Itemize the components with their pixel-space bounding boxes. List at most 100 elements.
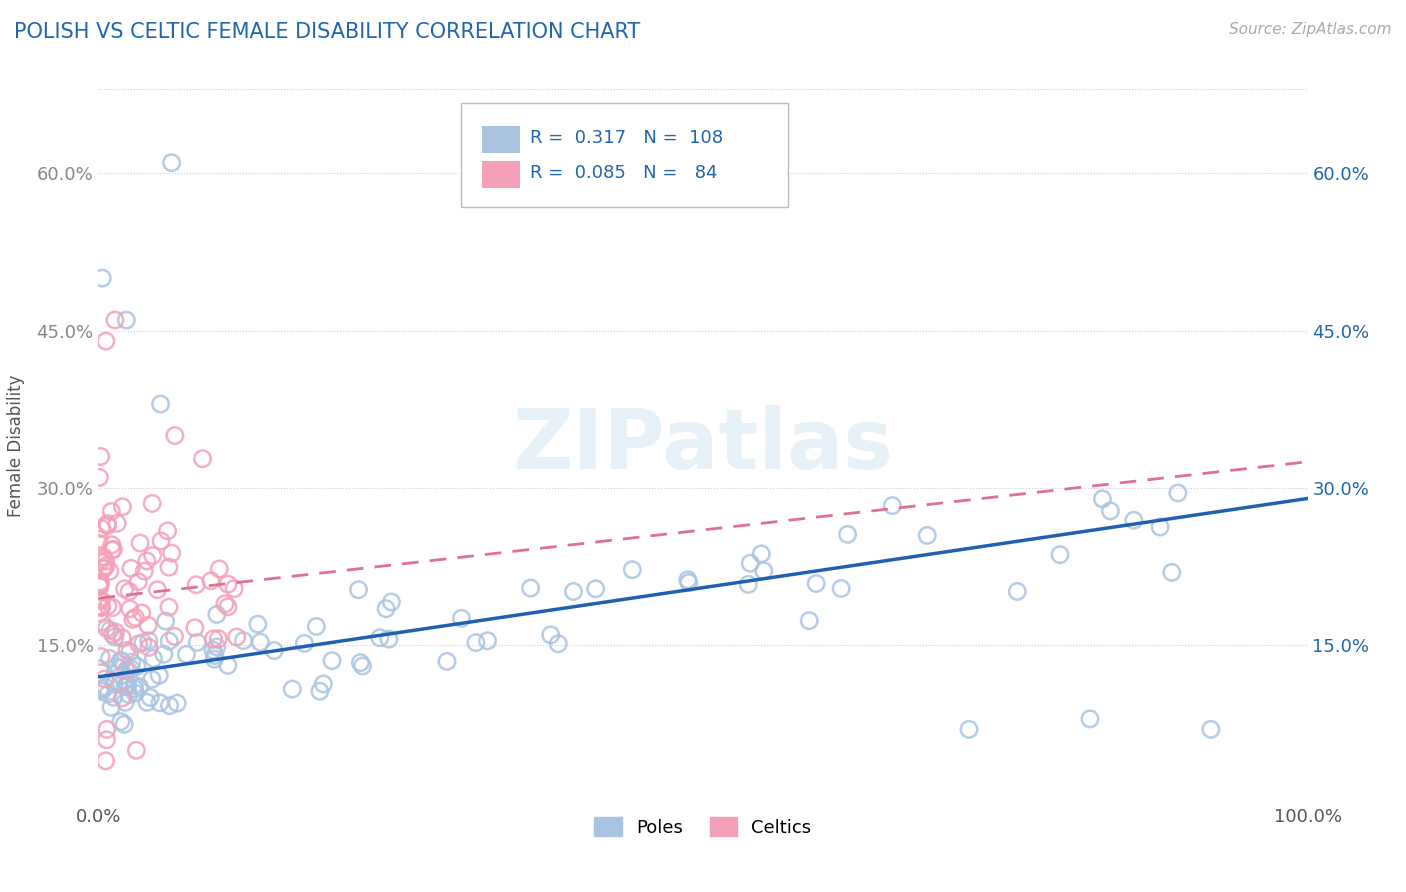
Point xyxy=(292,636,315,650)
Point xyxy=(96,732,118,747)
Point xyxy=(225,630,247,644)
Point xyxy=(1049,548,1071,562)
Point xyxy=(176,648,198,662)
Point xyxy=(321,654,343,668)
Point xyxy=(163,428,186,442)
Point xyxy=(89,579,111,593)
Point xyxy=(89,578,111,592)
Point xyxy=(91,271,114,285)
Point xyxy=(96,621,118,635)
Point xyxy=(186,578,208,592)
Point xyxy=(125,659,148,673)
Point xyxy=(115,313,138,327)
Point xyxy=(89,580,111,594)
Point xyxy=(149,696,172,710)
Point xyxy=(90,684,112,698)
Point xyxy=(122,612,145,626)
Point xyxy=(740,556,762,570)
Point xyxy=(150,533,173,548)
Point xyxy=(89,470,111,484)
Point xyxy=(89,662,111,676)
Point xyxy=(1149,520,1171,534)
Point xyxy=(118,688,141,702)
Point xyxy=(155,614,177,628)
Point xyxy=(156,524,179,538)
Point xyxy=(89,574,111,589)
Point xyxy=(585,582,607,596)
Point xyxy=(90,593,112,607)
Point xyxy=(450,611,472,625)
Point xyxy=(837,527,859,541)
Point xyxy=(104,630,127,644)
Point xyxy=(806,576,828,591)
Point xyxy=(94,754,117,768)
Point xyxy=(305,619,328,633)
Point xyxy=(117,663,139,677)
Point xyxy=(131,606,153,620)
Text: R =  0.317   N =  108: R = 0.317 N = 108 xyxy=(530,128,723,146)
Point xyxy=(186,635,208,649)
Point xyxy=(217,658,239,673)
Point xyxy=(163,629,186,643)
Point xyxy=(1167,486,1189,500)
Point xyxy=(957,723,980,737)
Point xyxy=(749,547,772,561)
Point xyxy=(103,677,125,691)
Point xyxy=(94,672,117,686)
Point xyxy=(204,648,226,663)
Point xyxy=(547,637,569,651)
Point xyxy=(207,632,229,646)
Point xyxy=(90,600,112,615)
Point xyxy=(120,662,142,676)
Point xyxy=(208,562,231,576)
Point xyxy=(90,649,112,664)
Point xyxy=(375,601,398,615)
Point xyxy=(97,687,120,701)
Point xyxy=(101,600,124,615)
Point xyxy=(138,640,160,655)
Point xyxy=(249,635,271,649)
Point xyxy=(540,628,562,642)
Point xyxy=(309,684,332,698)
Point xyxy=(120,561,142,575)
Point xyxy=(1091,491,1114,506)
Point xyxy=(378,632,401,646)
Point xyxy=(134,564,156,578)
Point xyxy=(100,700,122,714)
Text: R =  0.085   N =   84: R = 0.085 N = 84 xyxy=(530,164,717,182)
Point xyxy=(124,686,146,700)
Point xyxy=(111,631,134,645)
Point xyxy=(1160,566,1182,580)
Point xyxy=(89,593,111,607)
Point xyxy=(117,679,139,693)
Point xyxy=(246,617,269,632)
Point xyxy=(214,597,236,611)
Point xyxy=(1199,723,1222,737)
Point xyxy=(141,496,163,510)
Point xyxy=(159,698,181,713)
Point xyxy=(101,538,124,552)
Point xyxy=(737,577,759,591)
FancyBboxPatch shape xyxy=(482,126,520,153)
Point xyxy=(91,561,114,575)
Point xyxy=(232,633,254,648)
Point xyxy=(217,577,239,591)
Point xyxy=(136,695,159,709)
Point xyxy=(93,549,115,564)
Point xyxy=(91,681,114,696)
Point xyxy=(87,536,110,550)
Point xyxy=(117,677,139,691)
Point xyxy=(132,635,155,649)
Point xyxy=(111,500,134,514)
Point xyxy=(114,695,136,709)
Point xyxy=(224,582,246,596)
Point xyxy=(122,678,145,692)
Point xyxy=(519,581,541,595)
Point xyxy=(105,659,128,673)
Point xyxy=(678,575,700,590)
Point xyxy=(136,618,159,632)
Legend: Poles, Celtics: Poles, Celtics xyxy=(588,810,818,844)
Point xyxy=(118,645,141,659)
Point xyxy=(352,659,374,673)
Point xyxy=(98,564,121,578)
